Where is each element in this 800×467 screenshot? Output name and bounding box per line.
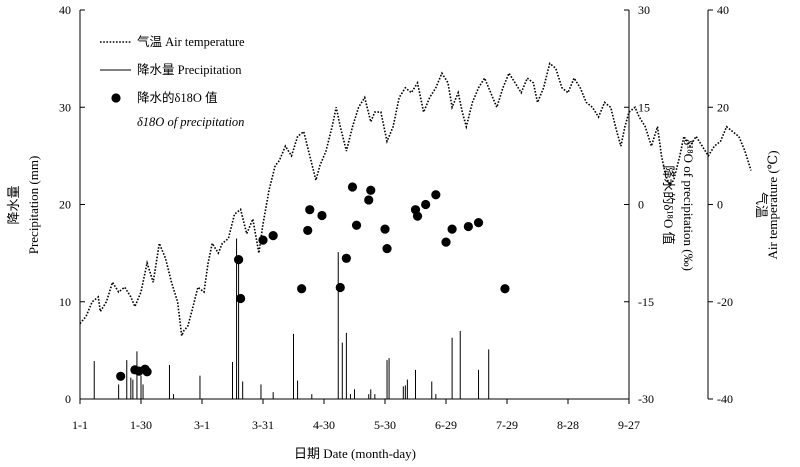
d18o-point bbox=[347, 182, 358, 192]
legend-d18o-swatch bbox=[111, 93, 121, 103]
left-axis-title-en: Precipitation (mm) bbox=[26, 156, 41, 255]
right-y-tick-label: -20 bbox=[717, 295, 733, 309]
left-y-tick-label: 20 bbox=[59, 198, 71, 212]
mid-axis-title-cn: 降水的δ¹⁸O 值 bbox=[661, 165, 676, 244]
d18o-point bbox=[335, 282, 345, 293]
d18o-point bbox=[447, 224, 457, 234]
right-y-tick-label: -40 bbox=[717, 392, 733, 406]
d18o-point bbox=[366, 185, 376, 195]
d18o-point bbox=[236, 293, 246, 304]
left-y-tick-label: 0 bbox=[65, 392, 71, 406]
d18o-series bbox=[116, 182, 510, 381]
left-y-tick-label: 40 bbox=[59, 3, 71, 17]
legend-temperature-label: 气温 Air temperature bbox=[137, 34, 245, 49]
d18o-point bbox=[431, 190, 441, 200]
d18o-point bbox=[421, 199, 431, 210]
d18o-point bbox=[412, 211, 423, 221]
x-tick-label: 8-28 bbox=[557, 418, 579, 432]
legend-precipitation-label: 降水量 Precipitation bbox=[137, 63, 242, 77]
left-axis-title-cn: 降水量 bbox=[6, 185, 21, 224]
d18o-point bbox=[317, 210, 327, 221]
right-y-tick-label: 40 bbox=[717, 3, 729, 17]
legend: 气温 Air temperature 降水量 Precipitation 降水的… bbox=[100, 34, 245, 129]
x-axis-title: 日期 Date (month-day) bbox=[294, 446, 416, 461]
d18o-point bbox=[351, 220, 362, 230]
axis-ticks: 1-1 1-30 3-1 3-31 4-30 5-30 6-29 7-29 8-28 9-27 0 1… bbox=[59, 3, 733, 432]
d18o-point bbox=[303, 225, 313, 236]
d18o-point bbox=[500, 284, 510, 294]
temperature-line bbox=[79, 62, 752, 339]
right-axis-title-en: Air temperature (℃) bbox=[765, 150, 780, 259]
legend-d18o-label: 降水的δ18O 值 bbox=[137, 90, 218, 105]
d18o-point bbox=[341, 253, 351, 263]
right-y-tick-label: 20 bbox=[717, 100, 729, 114]
d18o-point bbox=[473, 218, 484, 228]
x-tick-label: 5-30 bbox=[374, 418, 396, 432]
mid-axis-title-en: δ¹⁸O of precipitation (‰) bbox=[681, 139, 696, 271]
x-tick-label: 3-31 bbox=[252, 418, 274, 432]
d18o-point bbox=[463, 221, 473, 232]
mid-y-tick-label: -30 bbox=[638, 392, 654, 406]
d18o-point bbox=[297, 284, 307, 294]
mid-y-tick-label: 0 bbox=[638, 198, 644, 212]
mid-y-tick-label: 30 bbox=[638, 3, 650, 17]
d18o-point bbox=[380, 224, 390, 234]
x-tick-label: 6-29 bbox=[435, 418, 457, 432]
x-tick-label: 7-29 bbox=[496, 418, 518, 432]
d18o-point bbox=[441, 237, 451, 247]
d18o-point bbox=[305, 205, 315, 215]
d18o-point bbox=[116, 371, 126, 381]
x-tick-label: 4-30 bbox=[313, 418, 335, 432]
legend-d18o-label-line2: δ18O of precipitation bbox=[137, 115, 244, 129]
d18o-point bbox=[258, 235, 268, 245]
right-axis-title-cn: 气温 bbox=[754, 192, 769, 218]
d18o-point bbox=[268, 231, 278, 241]
x-tick-label: 1-30 bbox=[130, 418, 152, 432]
mid-y-tick-label: -15 bbox=[638, 295, 654, 309]
left-y-tick-label: 30 bbox=[59, 100, 71, 114]
d18o-point bbox=[142, 367, 152, 377]
precipitation-series bbox=[93, 238, 490, 399]
d18o-point bbox=[382, 243, 392, 254]
x-tick-label: 1-1 bbox=[72, 418, 88, 432]
d18o-point bbox=[364, 195, 374, 205]
left-y-tick-label: 10 bbox=[59, 295, 71, 309]
x-tick-label: 3-1 bbox=[194, 418, 210, 432]
right-y-tick-label: 0 bbox=[717, 198, 723, 212]
x-tick-label: 9-27 bbox=[618, 418, 640, 432]
mid-y-tick-label: 15 bbox=[638, 100, 650, 114]
d18o-point bbox=[234, 255, 244, 265]
temperature-series bbox=[79, 62, 752, 339]
